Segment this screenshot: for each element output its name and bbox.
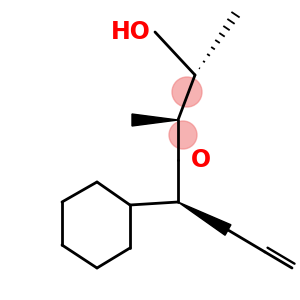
Text: O: O xyxy=(191,148,211,172)
Circle shape xyxy=(169,121,197,149)
Text: HO: HO xyxy=(111,20,151,44)
Polygon shape xyxy=(178,202,231,235)
Polygon shape xyxy=(132,114,178,126)
Circle shape xyxy=(172,77,202,107)
